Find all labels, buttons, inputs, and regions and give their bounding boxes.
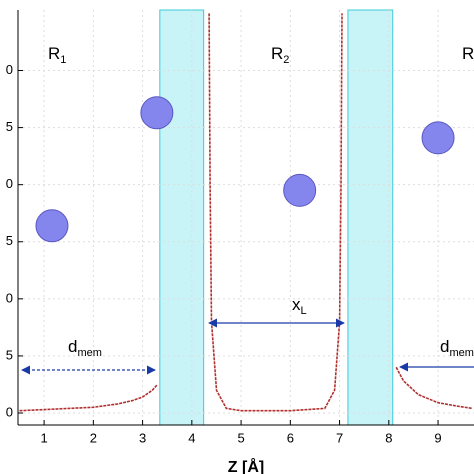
x-tick-label: 9 xyxy=(434,430,441,445)
particle xyxy=(35,209,69,243)
y-tick-label: 5 xyxy=(6,119,13,134)
dmem-label: dmem xyxy=(68,337,102,358)
region-label: R1 xyxy=(48,44,66,65)
region-label: R xyxy=(462,44,474,63)
y-tick-label: 0 xyxy=(6,62,13,77)
x-axis-label: Z [Å] xyxy=(228,457,264,474)
xl-label: xL xyxy=(292,295,307,316)
x-tick-label: 7 xyxy=(336,430,343,445)
particle xyxy=(421,121,455,155)
y-tick-label: 0 xyxy=(6,404,13,419)
y-tick-label: 0 xyxy=(6,176,13,191)
y-tick-label: 5 xyxy=(6,347,13,362)
membrane xyxy=(347,9,394,426)
x-tick-label: 6 xyxy=(287,430,294,445)
x-tick-label: 8 xyxy=(385,430,392,445)
density-curve xyxy=(19,13,473,412)
x-tick-label: 1 xyxy=(40,430,47,445)
dmem-label: dmem xyxy=(440,337,474,358)
y-tick-label: 0 xyxy=(6,290,13,305)
region-label: R2 xyxy=(271,44,289,65)
x-tick-label: 3 xyxy=(139,430,146,445)
y-tick-label: 5 xyxy=(6,233,13,248)
x-tick-label: 4 xyxy=(188,430,195,445)
membrane xyxy=(159,9,205,426)
particle xyxy=(140,96,174,130)
x-tick-label: 5 xyxy=(237,430,244,445)
x-tick-label: 2 xyxy=(90,430,97,445)
particle xyxy=(283,173,317,207)
